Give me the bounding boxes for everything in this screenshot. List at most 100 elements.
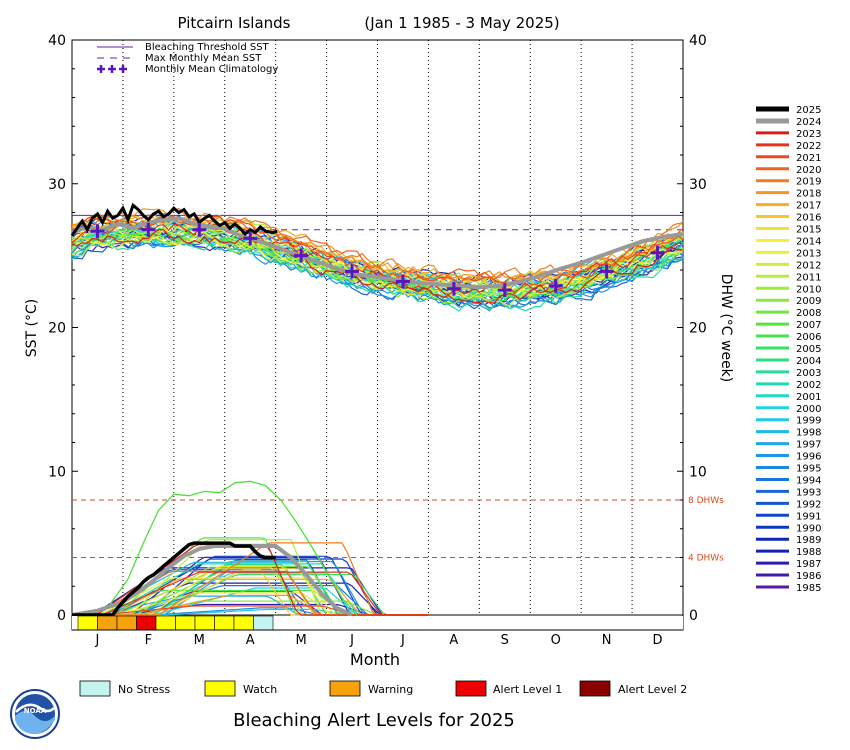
year-legend-label-1996: 1996: [796, 452, 821, 463]
no-stress-swatch: [79, 680, 111, 697]
y-tick-label-right: 30: [689, 177, 707, 193]
year-legend-label-2007: 2007: [796, 320, 821, 331]
year-legend-label-1995: 1995: [796, 464, 821, 475]
alert-segment-watch: [175, 615, 196, 631]
sst-series-2014: [71, 231, 684, 300]
year-legend-label-1986: 1986: [796, 571, 821, 582]
year-legend-label-1988: 1988: [796, 547, 821, 558]
y-tick-label-right: 20: [689, 321, 707, 337]
left-y-axis: 0 10 20 30 40: [48, 33, 78, 624]
dhw-threshold-label: 4 DHWs: [688, 554, 724, 564]
month-label: J: [400, 633, 405, 648]
y-tick-label-right: 0: [689, 608, 698, 624]
alert-segment-watch: [194, 615, 215, 631]
year-legend-label-2008: 2008: [796, 308, 821, 319]
year-legend-label-2000: 2000: [796, 404, 821, 415]
watch-label: Watch: [243, 683, 277, 696]
year-legend-label-2022: 2022: [796, 141, 821, 152]
legend-climatology-markers: [97, 65, 127, 73]
year-legend-label-2016: 2016: [796, 213, 821, 224]
footer-title: Bleaching Alert Levels for 2025: [233, 710, 515, 731]
y-axis-label-left: SST (°C): [24, 299, 40, 357]
alert-segment-alert1: [136, 615, 157, 631]
year-legend-label-1985: 1985: [796, 583, 821, 594]
sst-series-2019: [71, 207, 684, 282]
year-legend-label-2019: 2019: [796, 177, 821, 188]
year-legend-label-2011: 2011: [796, 272, 821, 283]
month-label: M: [296, 633, 307, 648]
year-legend-label-1990: 1990: [796, 523, 821, 534]
year-legend-label-2015: 2015: [796, 225, 821, 236]
legend-threshold-label: Bleaching Threshold SST: [145, 42, 270, 53]
year-legend: 2025202420232022202120202019201820172016…: [756, 105, 821, 594]
year-legend-label-2017: 2017: [796, 201, 821, 212]
noaa-logo: NOAA: [10, 689, 60, 739]
y-tick-label-right: 40: [689, 33, 707, 49]
year-legend-label-2018: 2018: [796, 189, 821, 200]
year-legend-label-1999: 1999: [796, 416, 821, 427]
dhw-series-2025: [72, 541, 276, 617]
alert2-swatch: [579, 680, 611, 697]
year-legend-label-2001: 2001: [796, 392, 821, 403]
year-legend-label-1998: 1998: [796, 428, 821, 439]
year-legend-label-1987: 1987: [796, 559, 821, 570]
dhw-series-peak: [107, 480, 358, 616]
chart-date-range: (Jan 1 1985 - 3 May 2025): [364, 14, 559, 32]
y-tick-label-left: 30: [48, 177, 66, 193]
year-legend-label-2012: 2012: [796, 260, 821, 271]
year-legend-label-1997: 1997: [796, 440, 821, 451]
alert1-swatch: [455, 680, 487, 697]
year-legend-label-1994: 1994: [796, 475, 821, 486]
dhw-series-2022: [72, 571, 429, 616]
month-label: N: [602, 633, 612, 648]
year-legend-label-2024: 2024: [796, 117, 821, 128]
month-label: J: [349, 633, 354, 648]
alert-segment-watch: [155, 615, 176, 631]
right-y-axis: 0 10 20 30 40: [677, 33, 707, 624]
warning-label: Warning: [368, 683, 413, 696]
sst-series-2012: [71, 235, 684, 308]
month-gridlines: [72, 40, 683, 616]
year-legend-label-1991: 1991: [796, 511, 821, 522]
dhw-threshold-labels: 8 DHWs 4 DHWs: [688, 496, 724, 564]
dhw-threshold-label: 8 DHWs: [688, 496, 724, 506]
month-label: S: [501, 633, 509, 648]
y-tick-label-left: 10: [48, 464, 66, 480]
year-legend-label-2004: 2004: [796, 356, 821, 367]
y-tick-label-left: 40: [48, 33, 66, 49]
month-label: A: [449, 633, 458, 648]
sst-series-2023: [71, 229, 684, 304]
alert1-label: Alert Level 1: [493, 683, 562, 696]
y-tick-label-left: 20: [48, 321, 66, 337]
sst-series-2025: [70, 202, 278, 237]
year-legend-label-2020: 2020: [796, 165, 821, 176]
year-legend-label-2023: 2023: [796, 129, 821, 140]
alert-segment-warning: [116, 615, 137, 631]
historical-year-series: [71, 207, 684, 616]
no-stress-label: No Stress: [118, 683, 171, 696]
year-legend-label-1993: 1993: [796, 487, 821, 498]
year-legend-label-1989: 1989: [796, 535, 821, 546]
y-axis-label-right: DHW (°C week): [718, 274, 734, 383]
legend-mmm-label: Max Monthly Mean SST: [145, 53, 262, 64]
warning-swatch: [329, 680, 361, 697]
year-legend-label-2002: 2002: [796, 380, 821, 391]
alert-legend: No Stress Watch Warning Alert Level 1 Al…: [79, 680, 687, 697]
year-legend-label-2003: 2003: [796, 368, 821, 379]
year-legend-label-2013: 2013: [796, 248, 821, 259]
year-legend-label-1992: 1992: [796, 499, 821, 510]
month-label: J: [95, 633, 100, 648]
alert-segment-nostress: [253, 615, 274, 631]
month-label: M: [194, 633, 205, 648]
dhw-series-2024: [71, 544, 353, 617]
alert-segment-watch: [77, 615, 98, 631]
y-tick-label-left: 0: [57, 608, 66, 624]
noaa-logo-text: NOAA: [24, 707, 47, 715]
year-legend-label-2021: 2021: [796, 153, 821, 164]
watch-swatch: [204, 680, 236, 697]
alert-level-bar: [72, 615, 683, 631]
year-legend-label-2025: 2025: [796, 105, 821, 116]
month-label: A: [246, 633, 255, 648]
